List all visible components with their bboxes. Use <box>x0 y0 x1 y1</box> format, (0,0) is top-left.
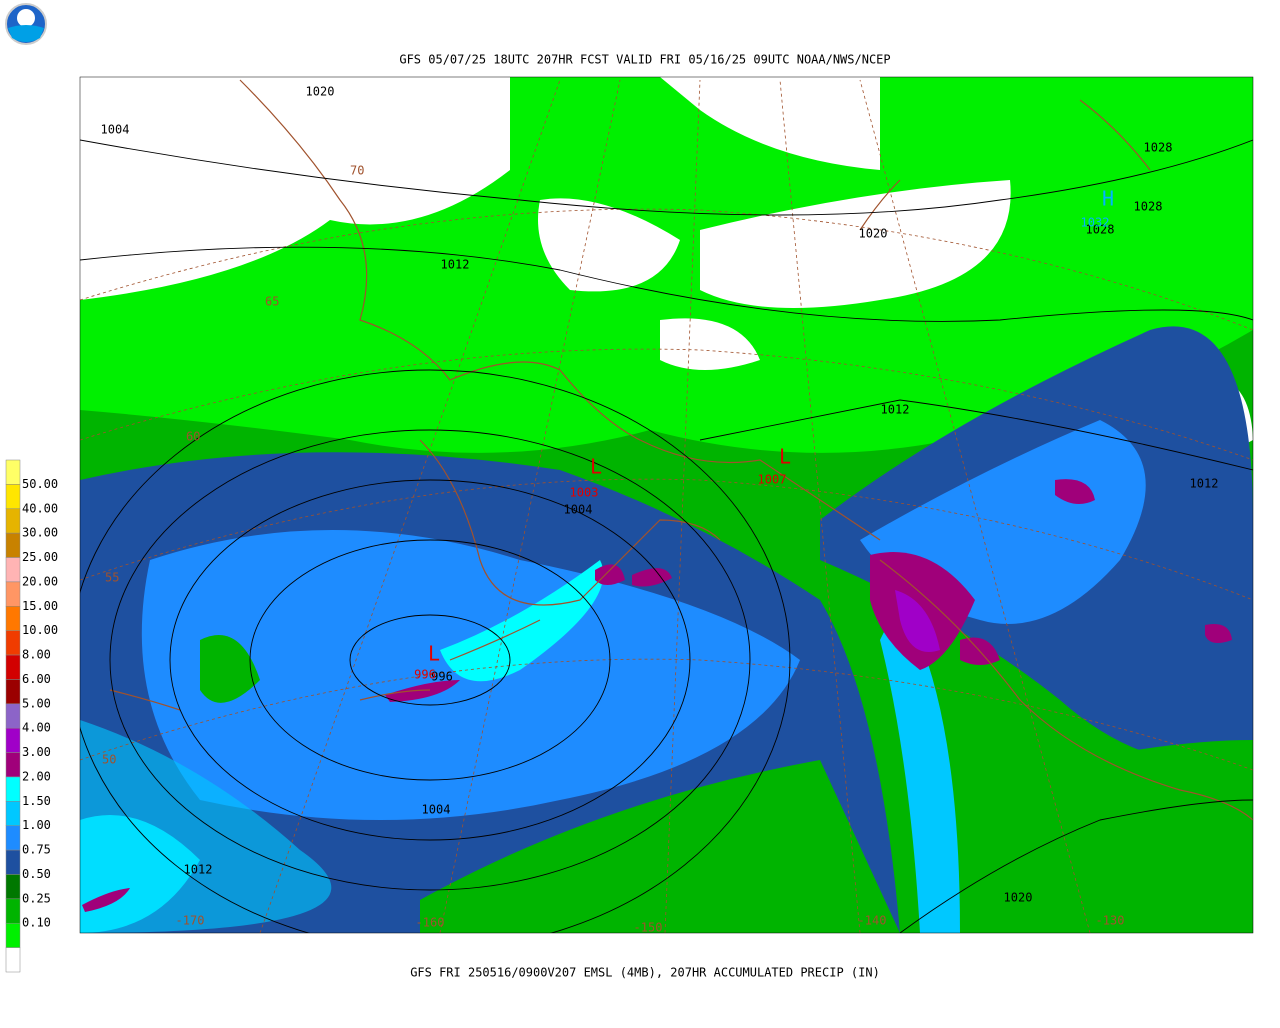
caption: GFS FRI 250516/0900V207 EMSL (4MB), 207H… <box>410 966 880 980</box>
legend-swatch <box>5 606 21 631</box>
map-frame <box>79 76 1254 934</box>
legend-label: 25.00 <box>22 550 58 564</box>
longitude-label: -130 <box>1096 914 1125 928</box>
legend-swatch <box>5 581 21 607</box>
legend-swatch <box>5 825 21 851</box>
legend-swatch <box>5 752 21 778</box>
low-value: 1003 <box>570 486 599 500</box>
legend-swatch <box>5 922 21 948</box>
isobar-label: 1004 <box>101 123 130 137</box>
latitude-label: 65 <box>265 295 279 309</box>
high-value: 1032 <box>1081 216 1110 230</box>
legend-swatch <box>5 679 21 705</box>
legend-label: 0.50 <box>22 867 51 881</box>
legend-swatch <box>5 557 21 583</box>
isobar-label: 1012 <box>881 403 910 417</box>
legend-label: 20.00 <box>22 574 58 588</box>
legend-label: 6.00 <box>22 672 51 686</box>
isobar-label: 1012 <box>1190 477 1219 491</box>
isobar-label: 1020 <box>859 227 888 241</box>
isobar-label: 1028 <box>1086 223 1115 237</box>
legend-swatch <box>5 898 21 924</box>
legend-label: 50.00 <box>22 477 58 491</box>
legend-label: 10.00 <box>22 623 58 637</box>
low-symbol: L <box>779 445 791 469</box>
legend-label: 0.75 <box>22 843 51 857</box>
latitude-label: 50 <box>102 753 116 767</box>
legend-swatch <box>5 508 21 534</box>
low-symbol: L <box>428 642 440 666</box>
low-value: 1007 <box>758 473 787 487</box>
isobar-label: 1012 <box>184 863 213 877</box>
logo <box>5 3 47 45</box>
legend-label: 30.00 <box>22 526 58 540</box>
legend-label: 1.00 <box>22 818 51 832</box>
latitude-label: 60 <box>186 430 200 444</box>
legend-swatch <box>5 703 21 729</box>
longitude-label: -170 <box>176 914 205 928</box>
legend-swatch <box>5 532 21 558</box>
low-symbol: L <box>590 455 602 479</box>
precip-field <box>80 77 1253 933</box>
legend-swatch <box>5 630 21 656</box>
legend: 50.00 40.00 30.00 25.00 20.00 15.00 10.00 8.00 6… <box>5 459 58 973</box>
legend-label: 40.00 <box>22 501 58 515</box>
legend-label: 4.00 <box>22 721 51 735</box>
longitude-labels: -170 -160 -150 -140 -130 <box>176 914 1125 935</box>
isobar-label: 1020 <box>1004 891 1033 905</box>
legend-label: 3.00 <box>22 745 51 759</box>
longitude-label: -140 <box>858 914 887 928</box>
longitude-label: -160 <box>416 916 445 930</box>
legend-swatch <box>5 727 21 753</box>
isobar-label: 1028 <box>1134 200 1163 214</box>
isobar-label: 1028 <box>1144 141 1173 155</box>
legend-swatch <box>5 849 21 875</box>
isobar-label: 1020 <box>306 85 335 99</box>
title: GFS 05/07/25 18UTC 207HR FCST VALID FRI … <box>399 53 890 67</box>
legend-label: 2.00 <box>22 769 51 783</box>
legend-swatch <box>5 874 21 900</box>
legend-swatch <box>5 801 21 826</box>
legend-swatch <box>5 484 21 510</box>
legend-label: 15.00 <box>22 599 58 613</box>
legend-label: 5.00 <box>22 696 51 710</box>
legend-swatch <box>5 776 21 802</box>
high-symbol: H <box>1102 187 1114 211</box>
legend-label: 8.00 <box>22 648 51 662</box>
isobar-labels: 1020 1004 1012 1020 1028 1028 1028 1012 … <box>101 85 1219 905</box>
latitude-label: 70 <box>350 164 364 178</box>
latitude-label: 55 <box>105 571 119 585</box>
legend-swatch <box>5 654 21 680</box>
legend-label: 1.50 <box>22 794 51 808</box>
low-value: 996 <box>414 668 436 682</box>
pressure-centers: L 1003 L 1007 L 996 H 1032 <box>414 187 1114 682</box>
legend-label: 0.25 <box>22 891 51 905</box>
legend-swatch <box>5 459 21 485</box>
isobar-label: 996 <box>431 670 453 684</box>
isobar-label: 1004 <box>422 803 451 817</box>
isobar-label: 1004 <box>564 503 593 517</box>
legend-label: 0.10 <box>22 916 51 930</box>
isobar-label: 1012 <box>441 258 470 272</box>
latitude-labels: 70 65 60 55 50 <box>102 164 364 767</box>
longitude-label: -150 <box>634 921 663 935</box>
legend-swatch <box>5 947 21 973</box>
